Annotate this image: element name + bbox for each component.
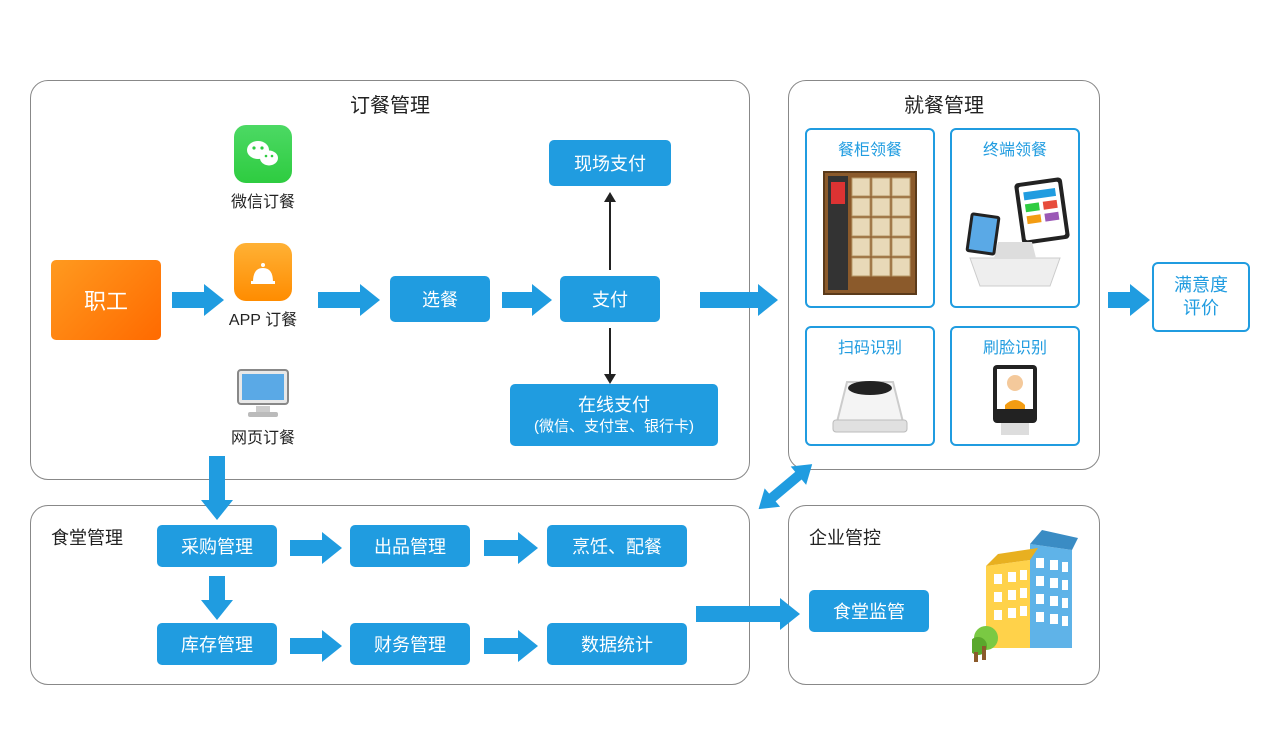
arrow-v-1: [201, 576, 233, 620]
arrow-h-0: [172, 284, 224, 316]
node-employee: 职工: [51, 260, 161, 340]
node-cooking: 烹饪、配餐: [547, 525, 687, 567]
node-inventory: 库存管理: [157, 623, 277, 665]
app-order-label: APP 订餐: [224, 306, 302, 330]
arrow-h-2: [502, 284, 552, 316]
arrow-h-3: [700, 284, 778, 316]
arrow-h-8: [484, 630, 538, 662]
wechat-icon: [234, 125, 292, 183]
card-terminal-pickup: 终端领餐: [950, 128, 1080, 308]
arrow-v-0: [201, 456, 233, 520]
node-satisfaction-line2: 评价: [1183, 297, 1219, 320]
face-terminal-image: [952, 358, 1078, 444]
node-finance: 财务管理: [350, 623, 470, 665]
card-face-label: 刷脸识别: [983, 334, 1047, 358]
card-locker-label: 餐柜领餐: [838, 136, 902, 160]
node-online-pay-line1: 在线支付: [578, 394, 650, 417]
monitor-icon: [232, 366, 294, 420]
node-product: 出品管理: [350, 525, 470, 567]
card-scan-label: 扫码识别: [838, 334, 902, 358]
building-icon: [972, 520, 1082, 670]
locker-image: [807, 160, 933, 306]
pos-terminal-image: [952, 160, 1078, 306]
node-stats: 数据统计: [547, 623, 687, 665]
node-onsite-pay: 现场支付: [549, 140, 671, 186]
arrow-h-5: [290, 532, 342, 564]
card-face-id: 刷脸识别: [950, 326, 1080, 446]
card-terminal-label: 终端领餐: [983, 136, 1047, 160]
panel-enterprise-title: 企业管控: [809, 524, 881, 550]
app-icon: [234, 243, 292, 301]
node-purchase: 采购管理: [157, 525, 277, 567]
panel-ordering-title: 订餐管理: [350, 89, 430, 118]
arrow-h-7: [290, 630, 342, 662]
arrow-h-4: [1108, 284, 1150, 316]
node-satisfaction-line1: 满意度: [1174, 274, 1228, 297]
arrow-h-9: [696, 598, 800, 630]
arrow-h-1: [318, 284, 380, 316]
arrow-h-6: [484, 532, 538, 564]
web-order-label: 网页订餐: [228, 424, 298, 448]
node-pay: 支付: [560, 276, 660, 322]
wechat-order-label: 微信订餐: [228, 188, 298, 212]
panel-canteen-title: 食堂管理: [51, 524, 123, 550]
node-satisfaction: 满意度 评价: [1152, 262, 1250, 332]
card-locker-pickup: 餐柜领餐: [805, 128, 935, 308]
node-select: 选餐: [390, 276, 490, 322]
scanner-image: [807, 358, 933, 444]
panel-dining-title: 就餐管理: [904, 89, 984, 118]
card-scan-id: 扫码识别: [805, 326, 935, 446]
node-supervise: 食堂监管: [809, 590, 929, 632]
node-online-pay: 在线支付 (微信、支付宝、银行卡): [510, 384, 718, 446]
node-online-pay-line2: (微信、支付宝、银行卡): [534, 417, 694, 437]
